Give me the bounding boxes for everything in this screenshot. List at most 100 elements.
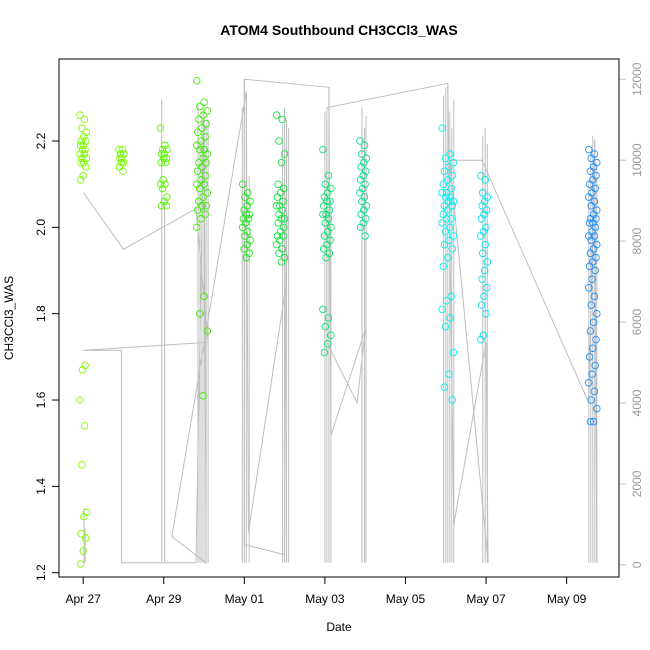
data-point bbox=[240, 206, 248, 214]
data-point bbox=[78, 461, 86, 469]
data-point bbox=[242, 253, 251, 262]
series-group bbox=[272, 111, 289, 266]
data-point bbox=[76, 396, 84, 404]
data-point bbox=[585, 379, 593, 387]
data-point bbox=[202, 202, 210, 210]
data-point bbox=[194, 167, 202, 175]
data-point bbox=[480, 266, 489, 275]
data-point bbox=[163, 145, 171, 154]
data-point bbox=[80, 422, 89, 430]
data-point bbox=[441, 227, 450, 236]
data-point bbox=[324, 171, 333, 180]
data-point bbox=[115, 145, 123, 154]
data-point bbox=[591, 361, 599, 370]
data-point bbox=[447, 184, 455, 193]
data-point bbox=[448, 171, 457, 180]
data-point bbox=[324, 314, 333, 322]
data-point bbox=[322, 253, 330, 262]
data-point bbox=[277, 158, 286, 167]
data-point bbox=[158, 145, 167, 154]
series-group bbox=[356, 137, 371, 240]
data-point bbox=[477, 214, 486, 223]
data-point bbox=[589, 344, 597, 352]
right-tick-label: 4000 bbox=[630, 389, 644, 416]
data-point bbox=[79, 141, 87, 150]
data-point bbox=[585, 353, 594, 361]
data-point bbox=[156, 124, 165, 132]
data-point bbox=[449, 158, 458, 167]
data-point bbox=[159, 176, 167, 184]
data-point bbox=[327, 331, 335, 340]
data-point bbox=[593, 309, 601, 318]
data-point bbox=[438, 124, 446, 132]
x-axis-label: Date bbox=[326, 620, 352, 634]
x-tick-label: Apr 27 bbox=[65, 592, 101, 606]
data-point bbox=[481, 176, 490, 184]
data-point bbox=[592, 335, 600, 344]
data-point bbox=[117, 158, 126, 167]
x-tick-label: Apr 29 bbox=[146, 592, 182, 606]
data-point bbox=[239, 214, 248, 223]
data-point bbox=[160, 150, 169, 158]
data-point bbox=[78, 124, 86, 132]
data-point bbox=[278, 115, 286, 124]
data-point bbox=[321, 219, 330, 227]
right-tick-label: 6000 bbox=[630, 308, 644, 335]
data-point bbox=[156, 180, 165, 188]
data-point bbox=[201, 210, 209, 219]
data-point bbox=[199, 111, 207, 119]
data-point bbox=[482, 206, 491, 214]
data-point bbox=[589, 318, 598, 327]
data-point bbox=[79, 547, 87, 555]
data-point bbox=[585, 145, 593, 154]
x-tick-label: May 01 bbox=[225, 592, 265, 606]
data-point bbox=[277, 258, 286, 266]
data-point bbox=[76, 176, 85, 184]
data-point bbox=[238, 180, 247, 188]
data-point bbox=[273, 193, 282, 201]
data-point bbox=[482, 309, 490, 318]
data-point bbox=[275, 249, 283, 258]
data-point bbox=[360, 141, 369, 150]
data-point bbox=[76, 141, 85, 150]
data-point bbox=[442, 214, 451, 223]
data-point bbox=[76, 150, 84, 158]
data-point bbox=[78, 145, 87, 154]
data-point bbox=[439, 180, 448, 188]
data-point bbox=[483, 193, 492, 201]
data-point bbox=[82, 508, 91, 517]
y-tick-label: 1.4 bbox=[34, 478, 48, 495]
data-point bbox=[440, 167, 449, 175]
data-point bbox=[202, 119, 210, 128]
data-point bbox=[200, 180, 208, 188]
data-point bbox=[195, 115, 203, 124]
data-point bbox=[445, 236, 453, 245]
series-group bbox=[76, 111, 91, 568]
x-tick-label: May 05 bbox=[386, 592, 426, 606]
data-point bbox=[358, 184, 367, 193]
data-point bbox=[241, 232, 249, 240]
data-point bbox=[276, 202, 284, 210]
data-point bbox=[356, 176, 365, 184]
data-point bbox=[362, 214, 370, 223]
data-point bbox=[203, 150, 212, 158]
data-point bbox=[441, 322, 450, 331]
data-point bbox=[585, 232, 593, 240]
data-point bbox=[362, 202, 371, 210]
data-point bbox=[161, 141, 169, 150]
data-point bbox=[480, 210, 488, 219]
data-point bbox=[76, 111, 84, 119]
data-point bbox=[590, 292, 599, 301]
data-point bbox=[482, 284, 491, 292]
data-point bbox=[320, 348, 329, 357]
data-point bbox=[591, 266, 599, 275]
data-point bbox=[589, 219, 597, 227]
data-point bbox=[362, 154, 371, 163]
series-group bbox=[115, 145, 128, 175]
data-point bbox=[323, 340, 332, 348]
right-tick-label: 8000 bbox=[630, 227, 644, 254]
data-point bbox=[198, 163, 206, 171]
data-point bbox=[320, 232, 329, 240]
data-point bbox=[477, 335, 485, 344]
y-tick-label: 1.6 bbox=[34, 391, 48, 408]
